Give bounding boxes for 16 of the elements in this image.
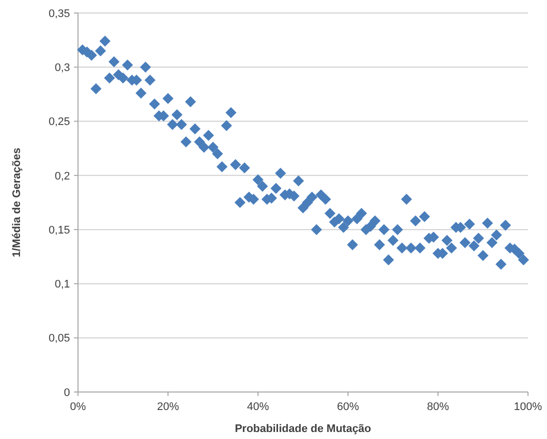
y-tick-label: 0,15 [48,224,70,236]
y-tick-label: 0,3 [54,62,70,74]
y-tick-label: 0,35 [48,8,70,20]
y-axis-title: 1/Média de Gerações [11,148,23,258]
x-tick-label: 0% [70,401,86,413]
y-tick-label: 0,05 [48,332,70,345]
x-tick-label: 100% [514,401,542,413]
y-tick-label: 0,2 [54,170,70,182]
y-tick-label: 0 [64,386,70,399]
x-tick-label: 80% [426,401,450,413]
y-tick-label: 0,1 [54,278,70,291]
x-axis-title: Probabilidade de Mutação [234,423,372,435]
x-tick-label: 40% [246,401,270,413]
x-tick-label: 20% [156,401,180,413]
y-tick-label: 0,25 [48,116,70,128]
x-tick-label: 60% [336,401,360,413]
